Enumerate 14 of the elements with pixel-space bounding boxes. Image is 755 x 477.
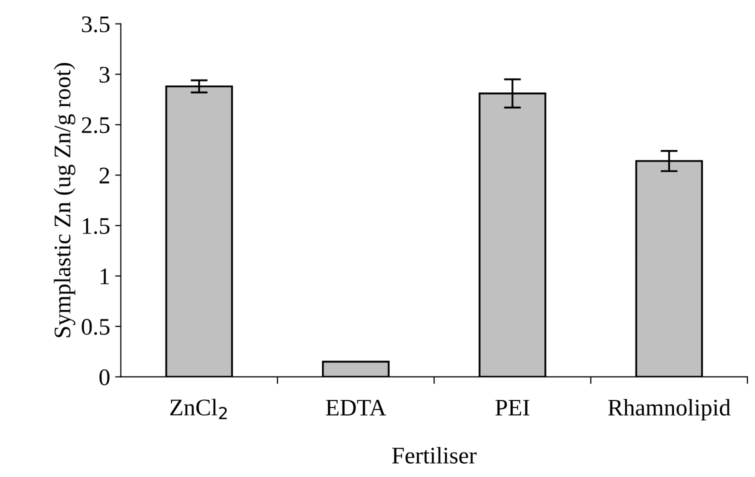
x-tick-label: Rhamnolipid (608, 399, 730, 420)
y-tick-label: 0 (99, 369, 110, 386)
y-tick-label: 2.5 (82, 117, 110, 134)
y-tick-label: 0.5 (82, 318, 110, 335)
y-axis-title: Symplastic Zn (ug Zn/g root) (54, 63, 76, 338)
y-tick-label: 3.5 (82, 16, 110, 32)
y-tick-label: 1 (100, 268, 109, 284)
y-tick-label: 2 (100, 168, 110, 184)
x-tick-label: EDTA (326, 400, 386, 416)
y-tick-label: 3 (100, 66, 110, 83)
x-axis-title: Fertiliser (392, 446, 477, 464)
y-tick-label: 1.5 (82, 218, 110, 234)
x-tick-label: PEI (495, 400, 530, 416)
x-tick-label: ZnCl$_{2}$ (170, 398, 227, 420)
